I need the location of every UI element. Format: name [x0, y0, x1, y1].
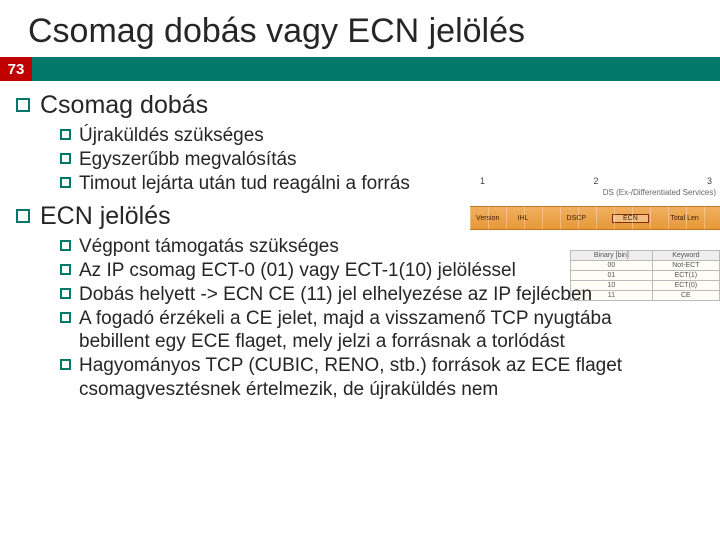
- content-area: Csomag dobás Újraküldés szükséges Egysze…: [0, 81, 720, 401]
- list-item: Az IP csomag ECT-0 (01) vagy ECT-1(10) j…: [60, 259, 720, 282]
- item-text: Az IP csomag ECT-0 (01) vagy ECT-1(10) j…: [79, 259, 516, 282]
- section-2: ECN jelölés: [16, 202, 720, 231]
- bullet-square-icon: [60, 153, 71, 164]
- list-item: Egyszerűbb megvalósítás: [60, 148, 720, 171]
- item-text: Egyszerűbb megvalósítás: [79, 148, 297, 171]
- list-item: A fogadó érzékeli a CE jelet, majd a vis…: [60, 307, 720, 353]
- list-item: Hagyományos TCP (CUBIC, RENO, stb.) forr…: [60, 354, 720, 400]
- bullet-square-icon: [60, 240, 71, 251]
- section-2-items: Végpont támogatás szükséges Az IP csomag…: [60, 235, 720, 401]
- list-item: Újraküldés szükséges: [60, 124, 720, 147]
- page-number: 73: [0, 57, 32, 81]
- header-bar: 73: [0, 57, 720, 81]
- teal-bar: [32, 57, 720, 81]
- section-1-items: Újraküldés szükséges Egyszerűbb megvalós…: [60, 124, 720, 196]
- list-item: Végpont támogatás szükséges: [60, 235, 720, 258]
- list-item: Timout lejárta után tud reagálni a forrá…: [60, 172, 720, 195]
- bullet-square-icon: [60, 359, 71, 370]
- bullet-square-icon: [60, 312, 71, 323]
- bullet-square-icon: [16, 209, 30, 223]
- section-heading: ECN jelölés: [40, 202, 171, 231]
- section-heading: Csomag dobás: [40, 91, 208, 120]
- item-text: Végpont támogatás szükséges: [79, 235, 339, 258]
- bullet-square-icon: [60, 288, 71, 299]
- bullet-square-icon: [60, 264, 71, 275]
- section-1: Csomag dobás: [16, 91, 720, 120]
- list-item: Dobás helyett -> ECN CE (11) jel elhelye…: [60, 283, 720, 306]
- slide-title: Csomag dobás vagy ECN jelölés: [0, 0, 720, 57]
- item-text: A fogadó érzékeli a CE jelet, majd a vis…: [79, 307, 639, 353]
- item-text: Dobás helyett -> ECN CE (11) jel elhelye…: [79, 283, 592, 306]
- bullet-square-icon: [60, 129, 71, 140]
- bullet-square-icon: [60, 177, 71, 188]
- item-text: Újraküldés szükséges: [79, 124, 264, 147]
- item-text: Hagyományos TCP (CUBIC, RENO, stb.) forr…: [79, 354, 639, 400]
- bullet-square-icon: [16, 98, 30, 112]
- item-text: Timout lejárta után tud reagálni a forrá…: [79, 172, 410, 195]
